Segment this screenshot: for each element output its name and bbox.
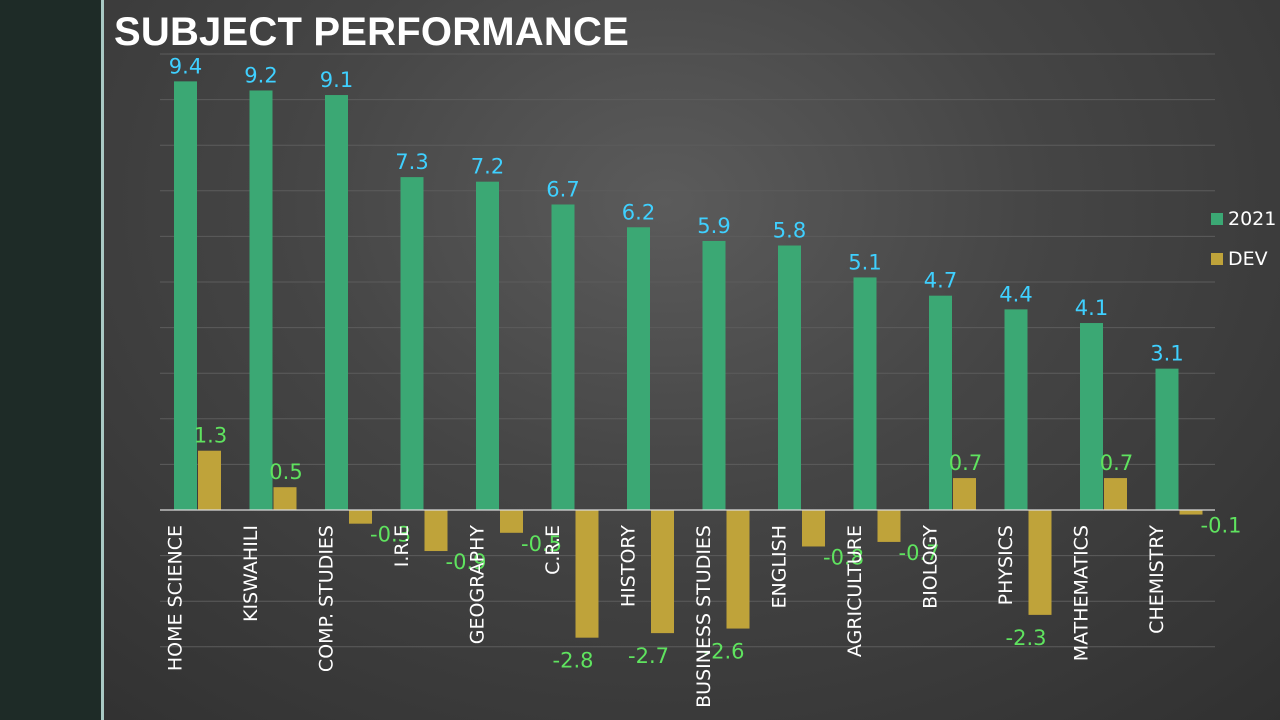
- data-label-dev: -0.5: [521, 532, 562, 556]
- legend-item: 2021: [1211, 208, 1276, 230]
- bar-2021: [400, 177, 424, 510]
- category-label: PHYSICS: [995, 525, 1017, 605]
- category-label: ENGLISH: [769, 525, 791, 608]
- bar-2021: [551, 204, 575, 511]
- category-label: HISTORY: [618, 525, 640, 607]
- bar-dev: [575, 510, 599, 638]
- data-label-dev: 0.7: [1100, 451, 1133, 475]
- category-label: GEOGRAPHY: [467, 525, 489, 645]
- data-label-dev: -0.7: [899, 541, 940, 565]
- data-label-dev: -2.7: [628, 644, 669, 668]
- bars: [174, 81, 1203, 638]
- bar-2021: [929, 295, 952, 510]
- bar-dev: [349, 510, 372, 524]
- data-label-2021: 4.4: [999, 282, 1032, 306]
- data-label-2021: 9.1: [320, 68, 353, 92]
- side-panel: [0, 0, 101, 720]
- category-label: MATHEMATICS: [1071, 525, 1093, 661]
- data-label-dev: -0.9: [446, 550, 487, 574]
- legend-label: DEV: [1228, 248, 1268, 270]
- data-label-dev: 0.7: [949, 451, 982, 475]
- bar-2021: [249, 90, 273, 510]
- bar-dev: [424, 510, 448, 552]
- legend-item: DEV: [1211, 248, 1268, 270]
- chart-title: SUBJECT PERFORMANCE: [114, 10, 629, 54]
- data-label-2021: 5.8: [773, 219, 806, 243]
- bar-2021: [1004, 309, 1028, 510]
- data-label-2021: 3.1: [1150, 342, 1183, 366]
- category-label: BIOLOGY: [920, 525, 942, 609]
- bar-2021: [627, 227, 650, 510]
- data-label-dev: 1.3: [194, 424, 227, 448]
- data-label-2021: 4.7: [924, 269, 957, 293]
- bar-2021: [174, 81, 197, 511]
- bar-dev: [1028, 510, 1052, 615]
- bar-dev: [273, 487, 297, 510]
- bar-dev: [1104, 478, 1127, 510]
- data-label-2021: 7.3: [395, 150, 428, 174]
- data-label-dev: -2.3: [1006, 626, 1047, 650]
- category-label: C.R.E: [542, 525, 564, 575]
- bar-dev: [877, 510, 901, 542]
- category-label: COMP. STUDIES: [316, 525, 338, 672]
- data-label-2021: 7.2: [471, 155, 504, 179]
- data-label-2021: 6.2: [622, 200, 655, 224]
- bar-2021: [778, 245, 801, 510]
- category-label: CHEMISTRY: [1146, 525, 1168, 634]
- data-label-2021: 5.1: [848, 250, 881, 274]
- data-label-2021: 5.9: [697, 214, 730, 238]
- bar-2021: [702, 240, 726, 510]
- category-labels: HOME SCIENCE KISWAHILI COMP. STUDIES I.R.E G…: [165, 525, 1169, 708]
- data-label-2021: 9.2: [244, 63, 277, 87]
- bar-dev: [500, 510, 523, 533]
- bar-dev: [802, 510, 825, 547]
- data-label-dev: -0.3: [370, 523, 411, 547]
- bar-2021: [476, 181, 499, 510]
- bar-dev: [953, 478, 976, 510]
- bar-2021: [1080, 323, 1103, 510]
- data-label-2021: 4.1: [1075, 296, 1108, 320]
- bar-2021: [853, 277, 877, 510]
- bar-dev: [726, 510, 750, 629]
- category-label: BUSINESS STUDIES: [693, 525, 715, 708]
- side-accent-line: [101, 0, 104, 720]
- data-label-dev: -2.6: [704, 640, 745, 664]
- data-label-dev: -0.1: [1201, 514, 1242, 538]
- bar-dev: [1179, 510, 1203, 515]
- data-label-2021: 9.4: [169, 54, 202, 78]
- category-label: AGRICULTURE: [844, 525, 866, 657]
- legend: 2021 DEV: [1211, 208, 1276, 270]
- data-label-dev: -0.8: [823, 545, 864, 569]
- category-label: I.R.E: [391, 525, 413, 567]
- category-label: HOME SCIENCE: [165, 525, 187, 671]
- legend-swatch: [1211, 213, 1223, 225]
- data-label-dev: 0.5: [269, 460, 302, 484]
- data-label-dev: -2.8: [553, 649, 594, 673]
- bar-2021: [325, 95, 348, 510]
- bar-dev: [198, 450, 221, 510]
- data-label-2021: 6.7: [546, 177, 579, 201]
- bar-dev: [651, 510, 674, 634]
- legend-swatch: [1211, 253, 1223, 265]
- data-labels: 9.4 1.3 9.2 0.5 9.1 -0.3 7.3 -0.9 7.2 -0.5 6.7 -2.8…: [169, 54, 1242, 672]
- bar-2021: [1155, 368, 1179, 510]
- legend-label: 2021: [1228, 208, 1276, 230]
- category-label: KISWAHILI: [240, 525, 262, 622]
